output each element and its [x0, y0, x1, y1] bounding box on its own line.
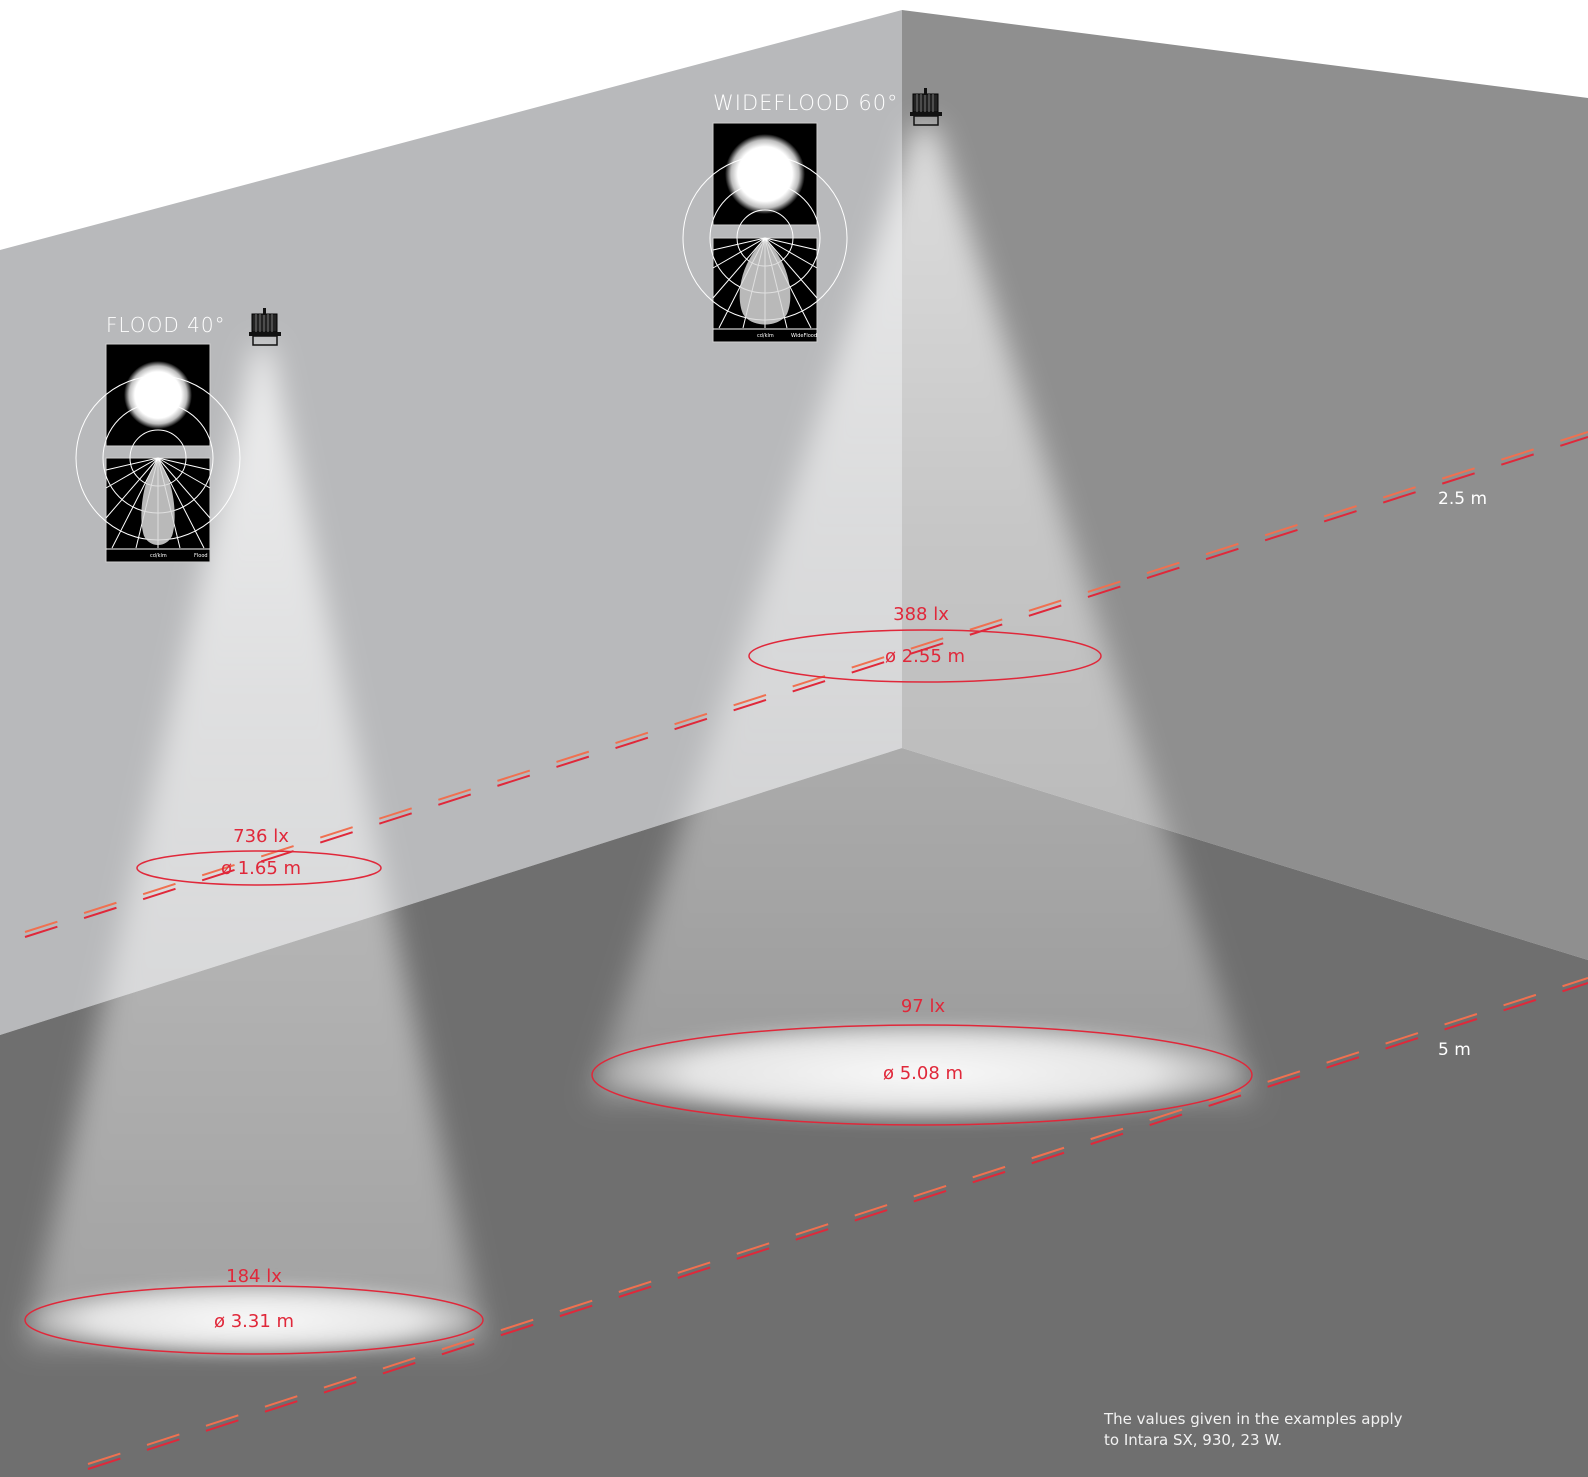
flood-polar-diagram-thumbnail: cd/klm Flood	[75, 375, 241, 563]
flood-floor-illuminance: 184 lx	[226, 1266, 282, 1287]
wideflood-wall-ellipse	[748, 629, 1102, 683]
footnote-line-1: The values given in the examples apply	[1103, 1410, 1403, 1428]
flood-luminaire-group: FLOOD 40°	[75, 308, 281, 563]
distance-line-far	[87, 977, 1588, 1470]
wideflood-luminaire-group: WIDEFLOOD 60°	[682, 88, 942, 343]
wideflood-floor-illuminance: 97 lx	[901, 996, 946, 1017]
flood-wall-ellipse	[136, 850, 382, 886]
wideflood-polar-diagram-thumbnail: cd/klm WideFlood	[682, 155, 848, 343]
flood-beam	[25, 345, 485, 1345]
flood-beam-pattern-thumbnail	[105, 343, 211, 447]
wideflood-polar-name: WideFlood	[791, 333, 817, 339]
distance-label-near: 2.5 m	[1438, 489, 1487, 509]
flood-polar-unit: cd/klm	[150, 553, 167, 559]
wideflood-wall-illuminance: 388 lx	[893, 604, 949, 625]
wideflood-beam-pattern-thumbnail	[712, 122, 818, 226]
wideflood-floor-diameter: ø 5.08 m	[883, 1063, 963, 1084]
wideflood-polar-unit: cd/klm	[757, 333, 774, 339]
wideflood-label: WIDEFLOOD 60°	[713, 91, 899, 115]
downlight-icon	[910, 88, 942, 126]
flood-floor-pool	[22, 1284, 486, 1356]
flood-polar-name: Flood	[194, 553, 208, 559]
flood-floor-ellipse	[24, 1285, 484, 1355]
downlight-icon	[249, 308, 281, 346]
flood-wall-illuminance: 736 lx	[233, 826, 289, 847]
distance-line-near	[24, 431, 1588, 938]
flood-label: FLOOD 40°	[106, 313, 226, 337]
wideflood-wall-diameter: ø 2.55 m	[885, 646, 965, 667]
flood-floor-diameter: ø 3.31 m	[214, 1311, 294, 1332]
wideflood-beam	[590, 125, 1255, 1100]
flood-wall-diameter: ø 1.65 m	[221, 858, 301, 879]
footnote-line-2: to Intara SX, 930, 23 W.	[1104, 1431, 1282, 1449]
wideflood-floor-pool	[592, 1023, 1252, 1123]
distance-label-far: 5 m	[1438, 1040, 1471, 1060]
wideflood-floor-ellipse	[591, 1024, 1253, 1126]
